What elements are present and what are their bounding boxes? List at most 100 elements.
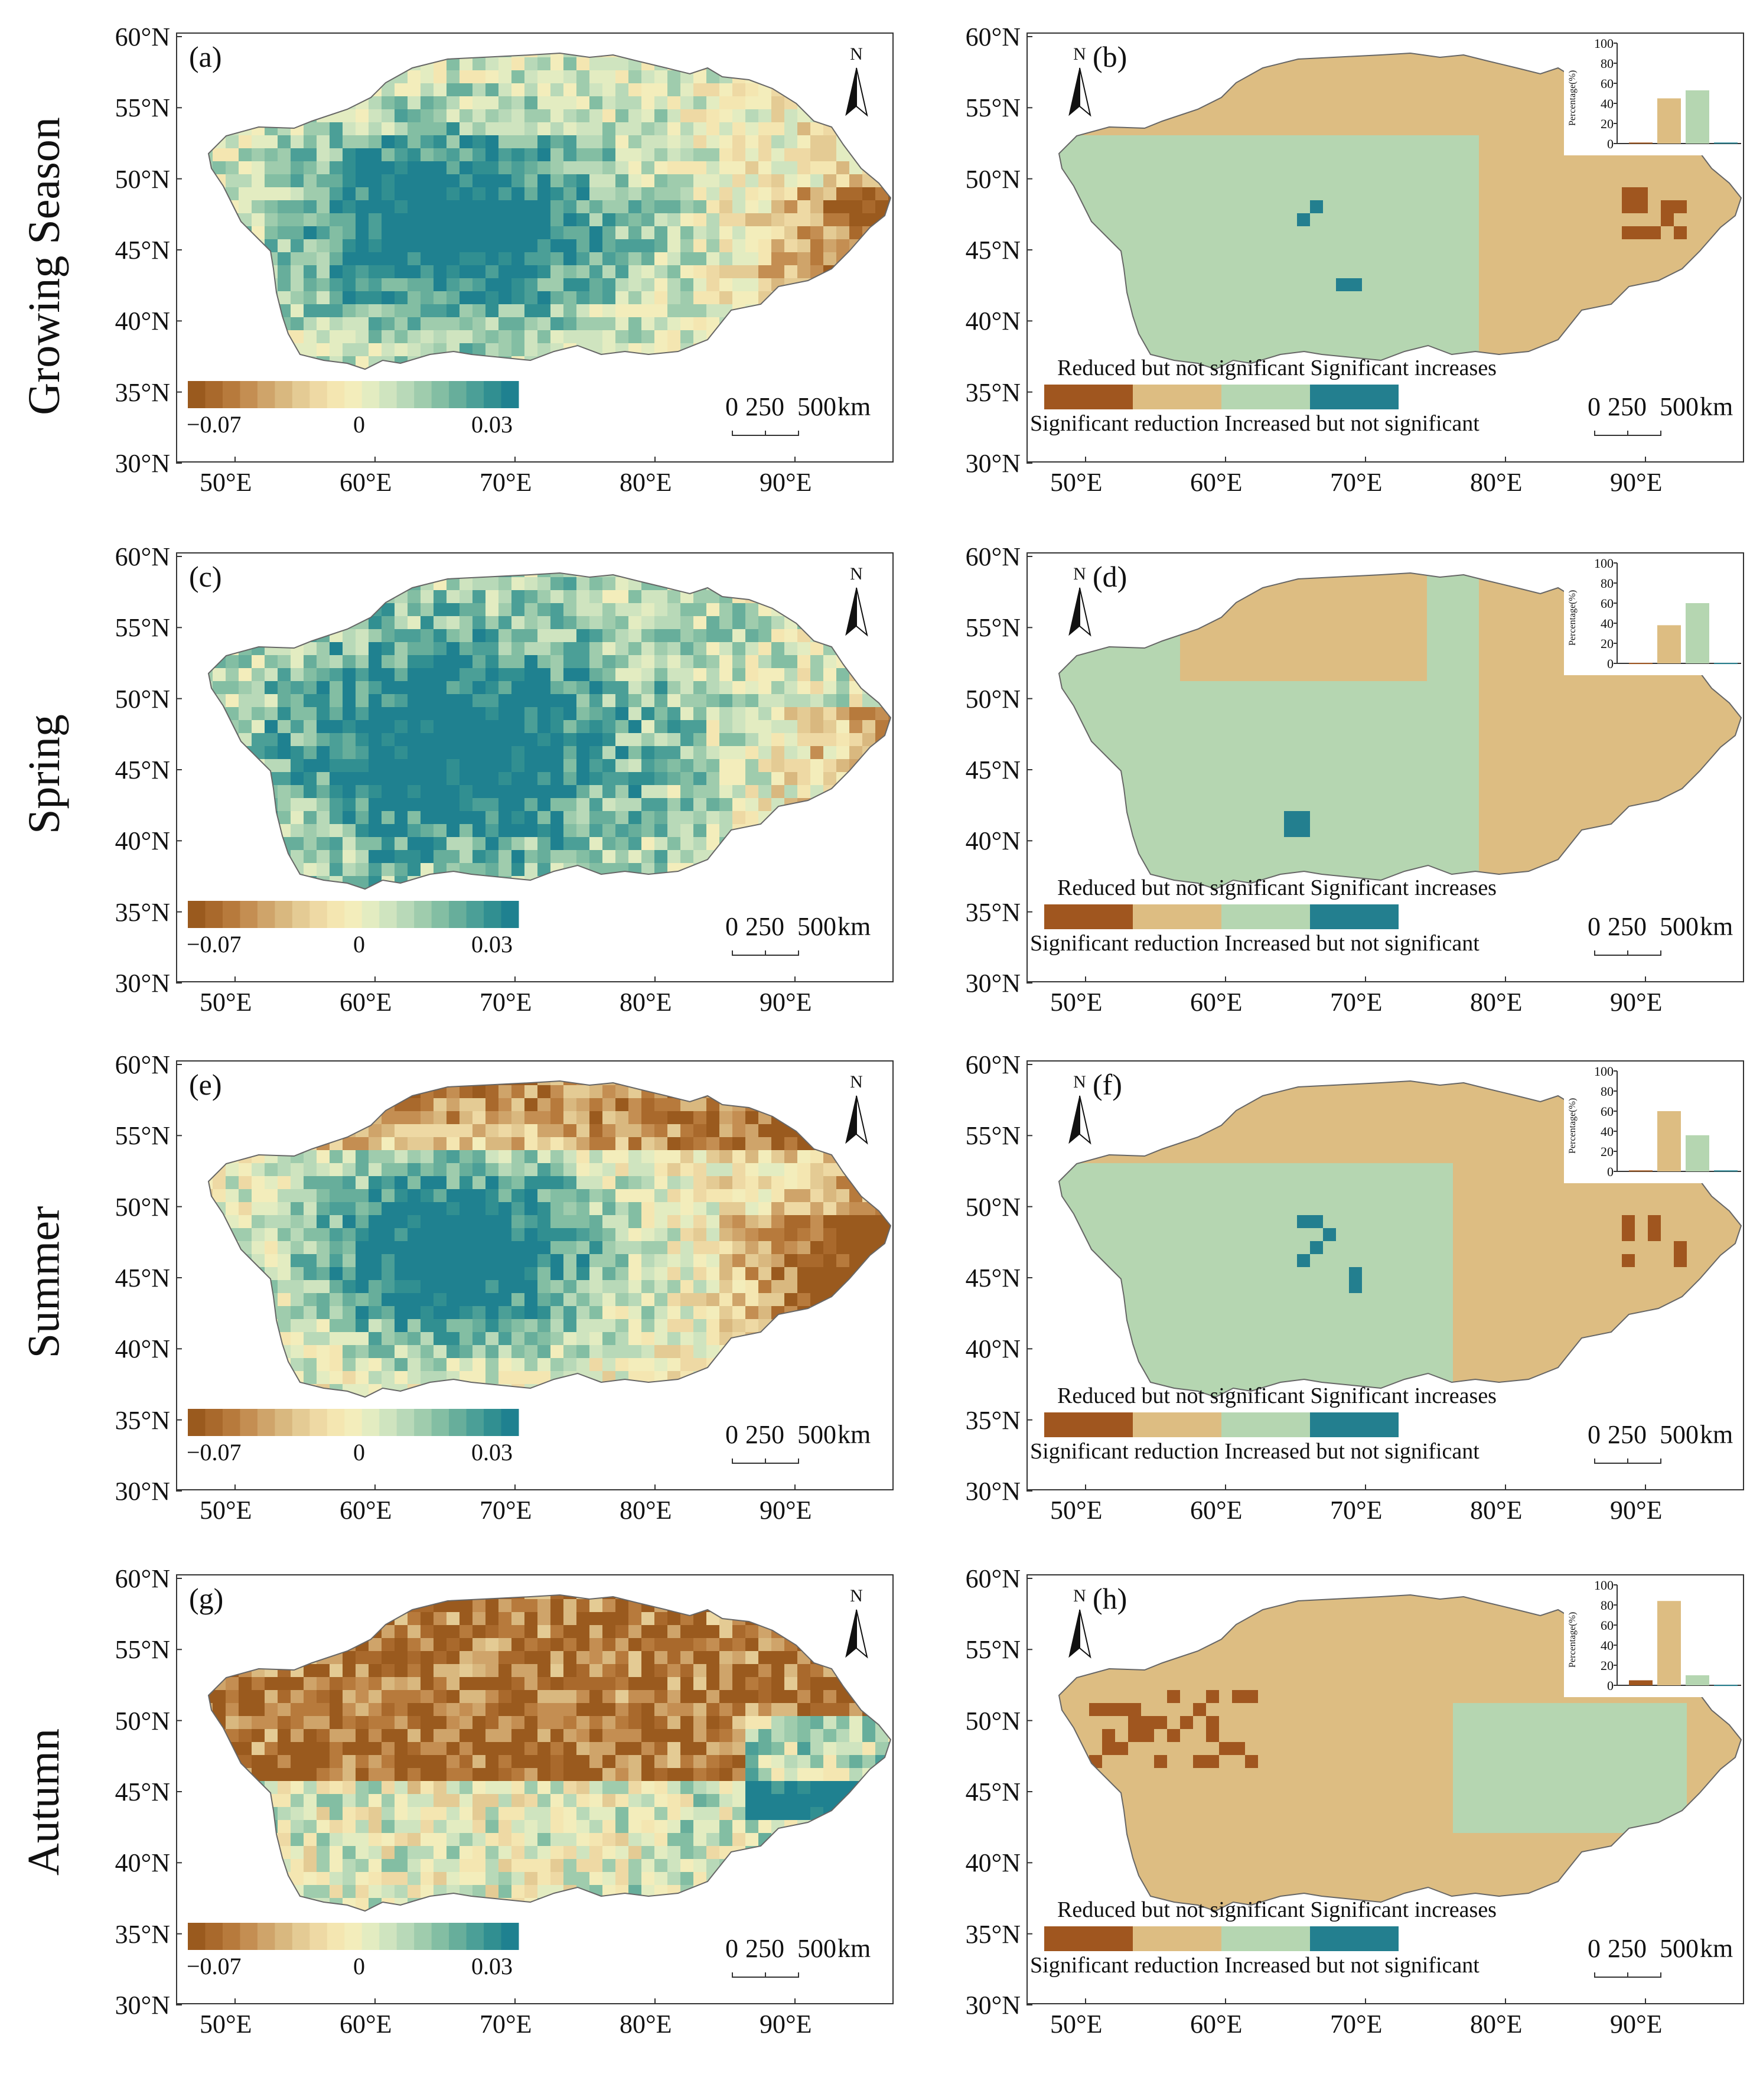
lon-tick-label: 50°E — [1050, 1496, 1103, 1525]
inset-tick-label: 80 — [1601, 56, 1614, 71]
lon-tick-label: 70°E — [1330, 1496, 1383, 1525]
colorbar-swatch — [205, 1923, 223, 1950]
percentage-inset-chart: 100 80 60 40 20 0 Percentage(%) — [1564, 556, 1741, 675]
lon-tick-label: 80°E — [1470, 1496, 1523, 1525]
colorbar-swatch — [327, 1409, 345, 1436]
colorbar-swatch — [431, 1923, 449, 1950]
significance-map-panel-1: 60°N 55°N 50°N 45°N 40°N 35°N 30°N 50°E 60°E 70°E… — [966, 542, 1744, 1017]
colorbar-swatch — [414, 1923, 432, 1950]
panel-label: (b) — [1093, 40, 1127, 73]
lat-tick-label: 45°N — [115, 235, 170, 265]
inset-tick-label: 0 — [1607, 136, 1614, 151]
colorbar-swatch — [484, 901, 502, 928]
scale-label-0: 0 — [1588, 1934, 1601, 1963]
lon-tick-label: 90°E — [760, 1496, 812, 1525]
legend-swatch-1 — [1133, 904, 1221, 929]
legend-swatch-0 — [1044, 904, 1133, 929]
colorbar-swatch — [466, 1409, 484, 1436]
colorbar-swatch — [222, 381, 240, 408]
lon-tick-label: 70°E — [1330, 468, 1383, 497]
map-frame — [1026, 1060, 1744, 1490]
inset-tick-label: 20 — [1601, 116, 1614, 131]
scale-label-0: 0 — [725, 1420, 738, 1449]
lat-tick-label: 60°N — [115, 1564, 170, 1593]
lat-tick-label: 35°N — [965, 1919, 1021, 1949]
lon-tick-label: 70°E — [480, 2010, 532, 2039]
scale-unit: km — [1700, 1934, 1733, 1963]
scale-label-250: 250 — [745, 1420, 784, 1449]
inset-bar-1 — [1657, 625, 1681, 663]
lat-tick-label: 45°N — [965, 235, 1021, 265]
colorbar-swatch — [361, 381, 380, 408]
lon-tick-label: 50°E — [200, 2010, 252, 2039]
colorbar-swatch — [484, 1923, 502, 1950]
scale-bar — [732, 431, 799, 436]
scale-label-0: 0 — [725, 392, 738, 421]
colorbar-swatch — [257, 901, 275, 928]
map-frame — [1026, 1574, 1744, 2004]
inset-tick-label: 100 — [1594, 36, 1614, 51]
legend-swatch-2 — [1221, 1412, 1310, 1437]
scale-label-250: 250 — [745, 912, 784, 941]
panel-label: (e) — [189, 1068, 222, 1101]
colorbar-swatch — [431, 381, 449, 408]
colorbar-swatch — [431, 1409, 449, 1436]
legend-swatch-3 — [1310, 1412, 1399, 1437]
lat-tick-label: 40°N — [115, 307, 170, 336]
inset-tick-label: 0 — [1607, 1678, 1614, 1693]
colorbar-swatch — [501, 901, 519, 928]
lat-tick-label: 30°N — [965, 1990, 1021, 2020]
lon-tick-label: 90°E — [760, 2010, 812, 2039]
scale-label-500: 500 — [797, 392, 836, 421]
legend-swatch-0 — [1044, 1412, 1133, 1437]
lon-tick-label: 50°E — [200, 988, 252, 1017]
inset-bar-1 — [1657, 1111, 1681, 1171]
colorbar-swatch — [240, 901, 258, 928]
map-canvas — [176, 556, 892, 984]
scale-bar — [1594, 950, 1661, 956]
lon-tick-label: 80°E — [1470, 468, 1523, 497]
lat-tick-label: 40°N — [115, 826, 170, 856]
colorbar-swatch — [222, 1923, 240, 1950]
lon-tick-label: 80°E — [620, 468, 672, 497]
scale-label-0: 0 — [725, 1934, 738, 1963]
lat-tick-label: 55°N — [965, 613, 1021, 643]
scale-bar — [1594, 1972, 1661, 1978]
colorbar-max-label: 0.03 — [471, 1953, 513, 1979]
colorbar-swatch — [309, 381, 328, 408]
colorbar-swatch — [414, 381, 432, 408]
lon-tick-label: 70°E — [480, 468, 532, 497]
colorbar-swatch — [414, 901, 432, 928]
colorbar-swatch — [379, 1409, 397, 1436]
north-arrow-label: N — [850, 1586, 863, 1606]
colorbar-swatch — [396, 1923, 415, 1950]
lat-tick-label: 55°N — [115, 1121, 170, 1151]
map-frame — [176, 1060, 894, 1490]
inset-y-axis-label: Percentage(%) — [1568, 1098, 1578, 1154]
inset-bar-2 — [1686, 1135, 1709, 1171]
lat-tick-label: 40°N — [965, 1334, 1021, 1364]
map-canvas — [176, 1064, 892, 1492]
colorbar-swatch — [361, 1409, 380, 1436]
colorbar-swatch — [484, 1409, 502, 1436]
colorbar-swatch — [205, 901, 223, 928]
colorbar-swatch — [361, 1923, 380, 1950]
inset-tick-label: 40 — [1601, 616, 1614, 631]
inset-bar-1 — [1657, 98, 1681, 144]
scale-label-0: 0 — [1588, 912, 1601, 941]
colorbar-swatch — [188, 1923, 206, 1950]
lon-tick-label: 90°E — [760, 988, 812, 1017]
lon-tick-label: 70°E — [480, 1496, 532, 1525]
colorbar-swatch — [188, 381, 206, 408]
lat-tick-label: 30°N — [965, 1476, 1021, 1506]
inset-y-axis-label: Percentage(%) — [1568, 1611, 1578, 1668]
scale-bar — [732, 1972, 799, 1978]
colorbar-min-label: −0.07 — [187, 1953, 242, 1979]
lat-tick-label: 30°N — [115, 448, 170, 478]
colorbar-mid-label: 0 — [353, 411, 365, 438]
colorbar-max-label: 0.03 — [471, 1439, 513, 1466]
inset-tick-label: 60 — [1601, 596, 1614, 611]
scale-unit: km — [837, 392, 871, 421]
inset-bar-2 — [1686, 603, 1709, 663]
scale-label-0: 0 — [725, 912, 738, 941]
